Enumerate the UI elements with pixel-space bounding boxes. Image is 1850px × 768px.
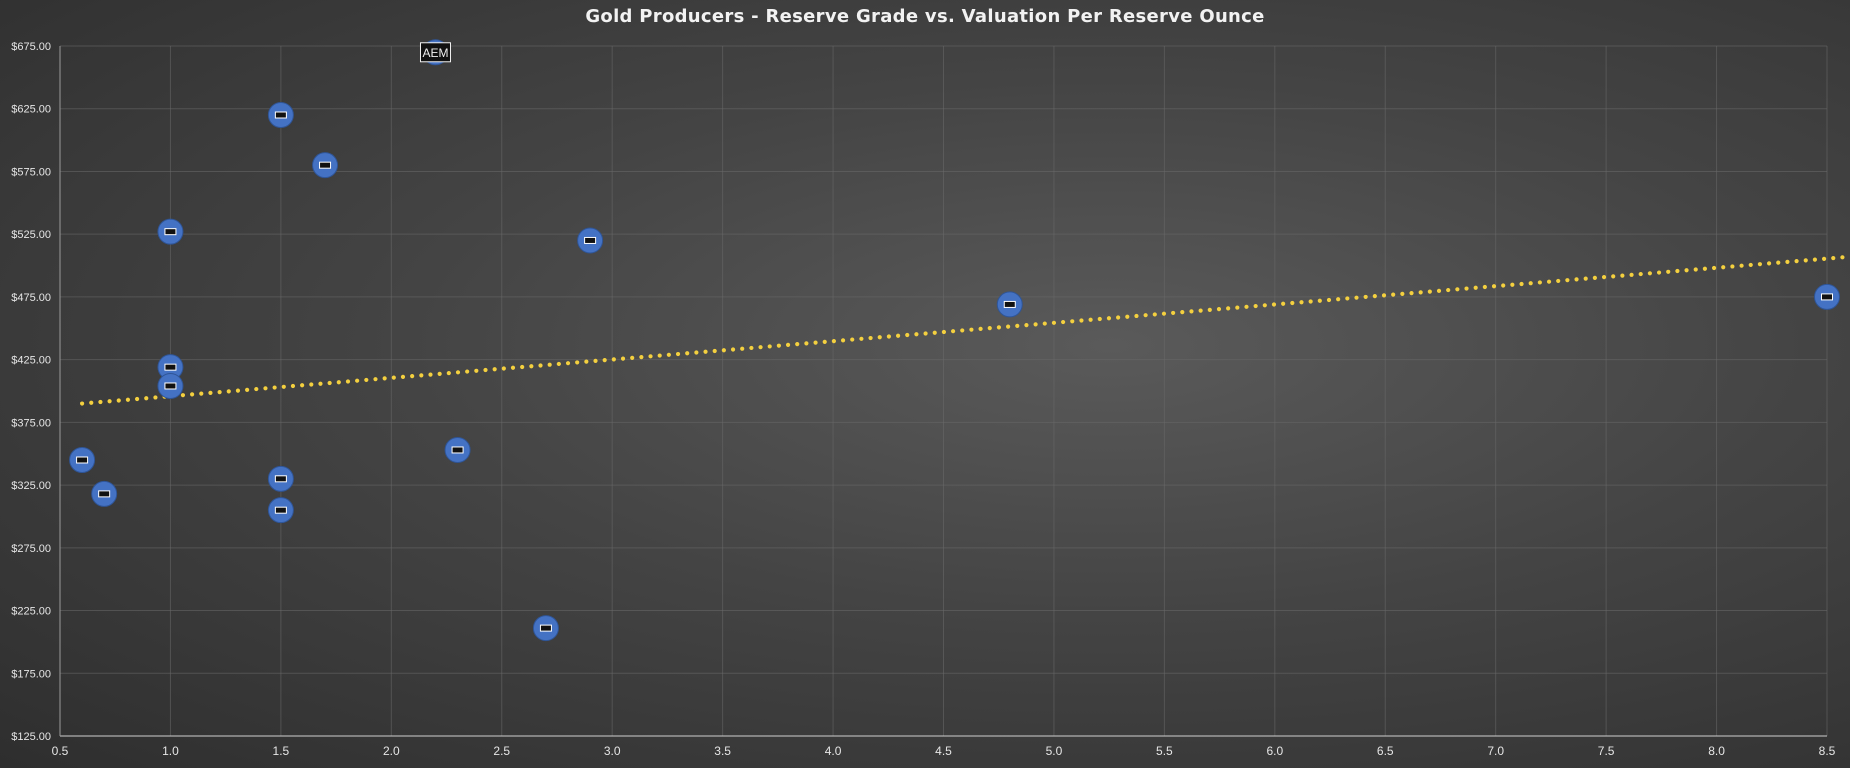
point-label-box [274,506,287,514]
x-tick-label: 4.5 [935,744,952,758]
x-tick-label: 3.5 [714,744,731,758]
data-point [91,480,118,507]
data-point [69,447,96,473]
y-tick-label: $275.00 [11,543,51,555]
point-label-box [274,111,287,119]
data-point [996,291,1023,318]
data-point [1814,283,1840,310]
y-tick-label: $225.00 [11,606,51,618]
x-tick-label: 5.0 [1046,744,1063,758]
point-label-box [164,382,177,390]
point-label-box [274,475,287,483]
point-label-box [98,490,111,498]
y-tick-label: $375.00 [11,417,51,429]
y-tick-label: $125.00 [11,731,51,743]
point-label-box [319,161,332,169]
data-point [157,218,184,245]
point-label: AEM [422,46,448,60]
x-tick-label: 4.0 [825,744,842,758]
trendline [79,254,1850,406]
point-label-box [1821,293,1833,301]
x-tick-label: 6.0 [1266,744,1283,758]
data-point [312,152,339,179]
data-point [157,372,184,399]
x-tick-label: 7.5 [1598,744,1615,758]
data-point [577,227,604,254]
y-tick-label: $575.00 [11,166,51,178]
grid-lines [59,45,1828,737]
x-tick-label: 5.5 [1156,744,1173,758]
y-tick-label: $525.00 [11,229,51,241]
data-point [267,102,294,128]
y-tick-label: $625.00 [11,104,51,116]
y-tick-label: $175.00 [11,668,51,680]
x-tick-label: 8.0 [1708,744,1725,758]
point-label-box [539,624,552,632]
x-tick-label: 2.5 [493,744,510,758]
trendline-path [79,254,1850,406]
data-points: AEM [69,39,1840,642]
x-tick-label: 6.5 [1377,744,1394,758]
x-tick-label: 8.5 [1819,744,1836,758]
point-label-box [419,42,451,63]
x-tick-label: 0.5 [52,744,69,758]
y-tick-label: $325.00 [11,480,51,492]
y-tick-label: $475.00 [11,292,51,304]
x-tick-label: 7.0 [1487,744,1504,758]
point-label-box [584,236,597,244]
data-point [444,436,471,463]
point-label-box [164,363,177,371]
x-tick-label: 2.0 [383,744,400,758]
data-point [267,497,294,524]
y-tick-label: $425.00 [11,355,51,367]
point-label-box [1003,300,1016,308]
chart-title: Gold Producers - Reserve Grade vs. Valua… [585,6,1265,27]
data-point [267,465,294,492]
point-label-box [164,228,177,236]
point-label-box [451,446,464,454]
point-label-box [76,456,89,464]
y-tick-label: $675.00 [11,41,51,53]
data-point [532,615,559,642]
x-tick-label: 1.0 [162,744,179,758]
axes: 0.5 1.0 1.5 2.0 2.5 3.0 3.5 4.0 4.5 5.0 5.5 6.0 6.5 7… [11,41,1835,758]
x-tick-label: 1.5 [273,744,290,758]
data-point: AEM [419,39,451,66]
x-tick-label: 3.0 [604,744,621,758]
